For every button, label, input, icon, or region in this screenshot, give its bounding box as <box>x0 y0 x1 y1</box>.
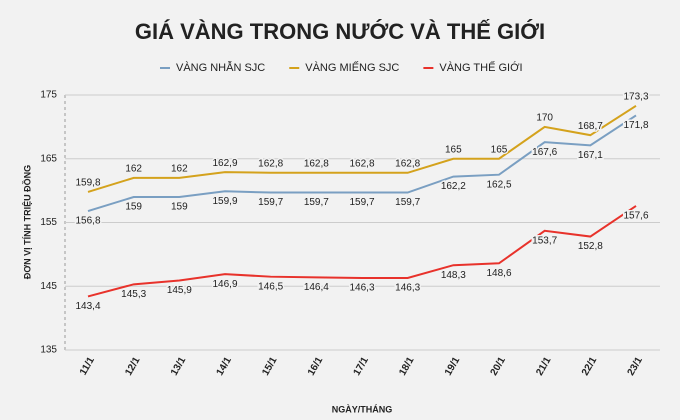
data-label: 162,8 <box>395 158 420 169</box>
data-label: 157,6 <box>623 211 648 222</box>
data-label: 159,9 <box>212 196 237 207</box>
data-label: 159 <box>171 202 188 213</box>
data-label: 159,7 <box>258 197 283 208</box>
data-label: 162 <box>171 164 188 175</box>
data-label: 159,7 <box>349 197 374 208</box>
data-label: 156,8 <box>75 216 100 227</box>
data-label: 171,8 <box>623 120 648 131</box>
data-label: 145,9 <box>167 285 192 296</box>
data-label: 167,1 <box>578 150 603 161</box>
data-label: 162,8 <box>304 158 329 169</box>
y-tick-label: 145 <box>40 281 57 292</box>
data-label: 152,8 <box>578 241 603 252</box>
series-line <box>87 205 637 298</box>
data-label: 165 <box>491 144 508 155</box>
data-label: 148,3 <box>441 270 466 281</box>
data-label: 173,3 <box>623 91 648 102</box>
series-line <box>87 104 637 193</box>
data-label: 143,4 <box>75 301 100 312</box>
y-axis-label: ĐƠN VỊ TÍNH TRIỆU ĐỒNG <box>21 165 32 279</box>
series-line <box>87 114 637 212</box>
data-label: 170 <box>536 113 553 124</box>
legend-label: VÀNG MIẾNG SJC <box>305 61 399 74</box>
data-label: 159,7 <box>304 197 329 208</box>
data-label: 146,5 <box>258 281 283 292</box>
data-label: 146,3 <box>395 283 420 294</box>
data-label: 165 <box>445 144 462 155</box>
data-label: 146,3 <box>349 283 374 294</box>
data-label: 162,8 <box>349 158 374 169</box>
x-axis-label: NGÀY/THÁNG <box>332 404 393 414</box>
data-label: 159,7 <box>395 197 420 208</box>
y-tick-label: 165 <box>40 153 57 164</box>
data-label: 145,3 <box>121 289 146 300</box>
data-label: 162,5 <box>486 179 511 190</box>
data-label: 148,6 <box>486 268 511 279</box>
data-label: 146,4 <box>304 282 329 293</box>
y-tick-label: 135 <box>40 345 57 356</box>
data-label: 162,8 <box>258 158 283 169</box>
data-label: 162,9 <box>212 158 237 169</box>
legend-label: VÀNG THẾ GIỚI <box>439 61 522 74</box>
data-label: 159 <box>125 202 142 213</box>
data-label: 162,2 <box>441 181 466 192</box>
y-tick-label: 155 <box>40 217 57 228</box>
data-label: 167,6 <box>532 147 557 158</box>
data-label: 153,7 <box>532 235 557 246</box>
data-label: 146,9 <box>212 279 237 290</box>
data-label: 162 <box>125 164 142 175</box>
y-tick-label: 175 <box>40 90 57 101</box>
data-label: 159,8 <box>75 178 100 189</box>
legend-label: VÀNG NHẪN SJC <box>176 61 265 74</box>
chart-title: GIÁ VÀNG TRONG NƯỚC VÀ THẾ GIỚI <box>135 19 545 44</box>
data-label: 168,7 <box>578 121 603 132</box>
